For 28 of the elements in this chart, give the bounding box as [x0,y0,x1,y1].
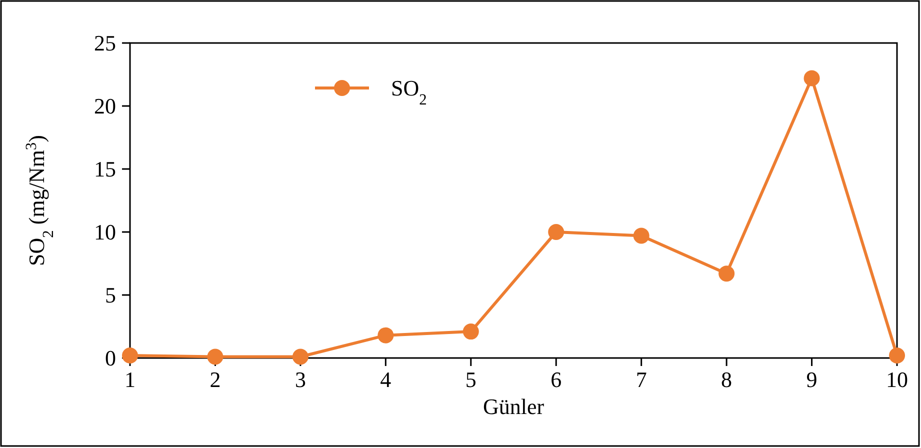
x-tick-label: 2 [210,367,221,392]
point [378,327,394,344]
point [718,266,735,282]
point [889,347,905,364]
x-tick-label: 1 [124,367,136,392]
y-tick-label: 20 [94,94,116,119]
x-axis-title: Günler [482,394,545,419]
x-tick-label: 3 [294,367,306,392]
point [633,228,650,244]
x-tick-label: 8 [721,367,732,392]
x-tick-label: 10 [886,367,908,392]
point [207,348,224,365]
point [462,324,479,340]
point [122,347,138,364]
x-tick-label: 4 [380,367,392,392]
y-tick-label: 5 [105,282,116,308]
point [292,348,308,365]
y-tick-label: 0 [105,346,116,371]
x-tick-label: 9 [806,367,818,392]
y-tick-label: 10 [94,220,116,245]
x-tick-label: 6 [550,367,562,392]
x-tick-label: 7 [636,367,647,392]
y-tick-label: 25 [94,30,116,56]
legend-label: SO$_{2}$ [391,76,427,108]
point [804,70,820,86]
x-tick-label: 5 [465,367,476,392]
y-tick-label: 15 [94,156,116,182]
point [548,224,564,240]
